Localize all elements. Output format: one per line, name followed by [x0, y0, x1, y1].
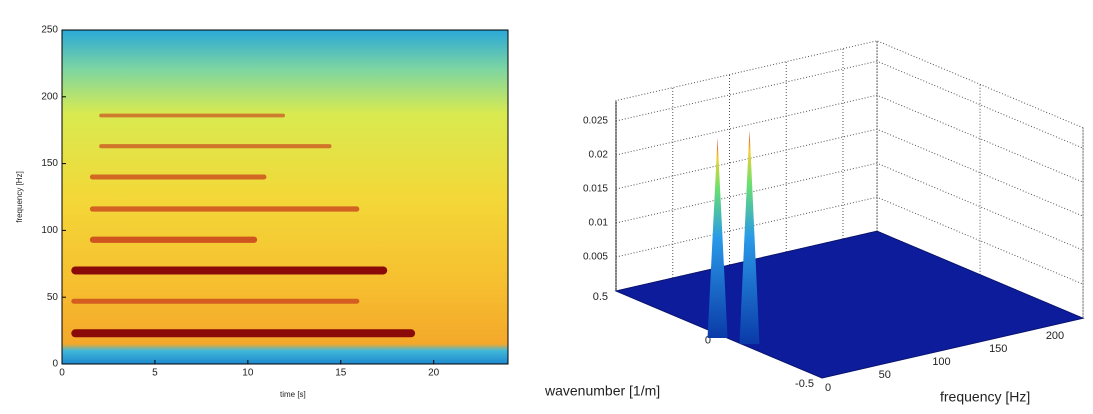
x-tick-label: 15: [335, 368, 347, 379]
harmonic-line: [89, 174, 267, 180]
x-tick-label: 20: [428, 368, 440, 379]
x-tick-label: 200: [1046, 330, 1064, 342]
x-tick-label: 50: [879, 369, 891, 381]
y-tick-label: 150: [41, 158, 58, 169]
y-tick-label: 200: [41, 91, 58, 102]
z-tick-label: 0.015: [583, 184, 608, 195]
x-tick-label: 5: [152, 368, 158, 379]
peak: [739, 130, 760, 345]
z-tick-label: 0.005: [583, 252, 608, 263]
y-tick-label: 0.5: [593, 291, 608, 303]
z-tick-label: 0.02: [589, 150, 609, 161]
x-axis-label: time [s]: [280, 390, 306, 399]
y-tick-label: 50: [47, 292, 59, 303]
y-tick-label: 100: [41, 225, 58, 236]
x-tick-label: 0: [825, 382, 831, 394]
harmonic-line: [71, 266, 388, 275]
grid-line: [615, 94, 1084, 183]
grid-line: [615, 128, 1084, 217]
grid-line: [615, 162, 1084, 251]
surface-floor: [614, 230, 1085, 379]
y-tick-label: 0: [52, 359, 58, 370]
x-axis-label: frequency [Hz]: [940, 389, 1030, 405]
harmonic-line: [71, 298, 360, 304]
y-tick-label: -0.5: [795, 378, 814, 390]
z-tick-label: 0.025: [583, 116, 608, 127]
heatmap-background: [62, 30, 508, 364]
grid-line: [615, 60, 1084, 149]
y-axis-label: wavenumber [1/m]: [544, 383, 660, 399]
harmonic-line: [99, 144, 332, 149]
wall: [876, 40, 1084, 319]
harmonic-line: [89, 236, 258, 243]
y-axis-label: frequency [Hz]: [15, 171, 24, 223]
x-tick-label: 0: [59, 368, 65, 379]
harmonic-line: [71, 329, 416, 338]
x-tick-label: 150: [989, 343, 1007, 355]
harmonic-line: [89, 206, 360, 212]
y-tick-label: 0: [705, 334, 711, 346]
x-tick-label: 100: [932, 356, 950, 368]
harmonic-line: [99, 113, 286, 118]
y-tick-label: 250: [41, 25, 58, 36]
peak: [707, 138, 728, 338]
x-tick-label: 10: [242, 368, 254, 379]
z-tick-label: 0.01: [589, 218, 609, 229]
plot-frame: [61, 29, 509, 365]
